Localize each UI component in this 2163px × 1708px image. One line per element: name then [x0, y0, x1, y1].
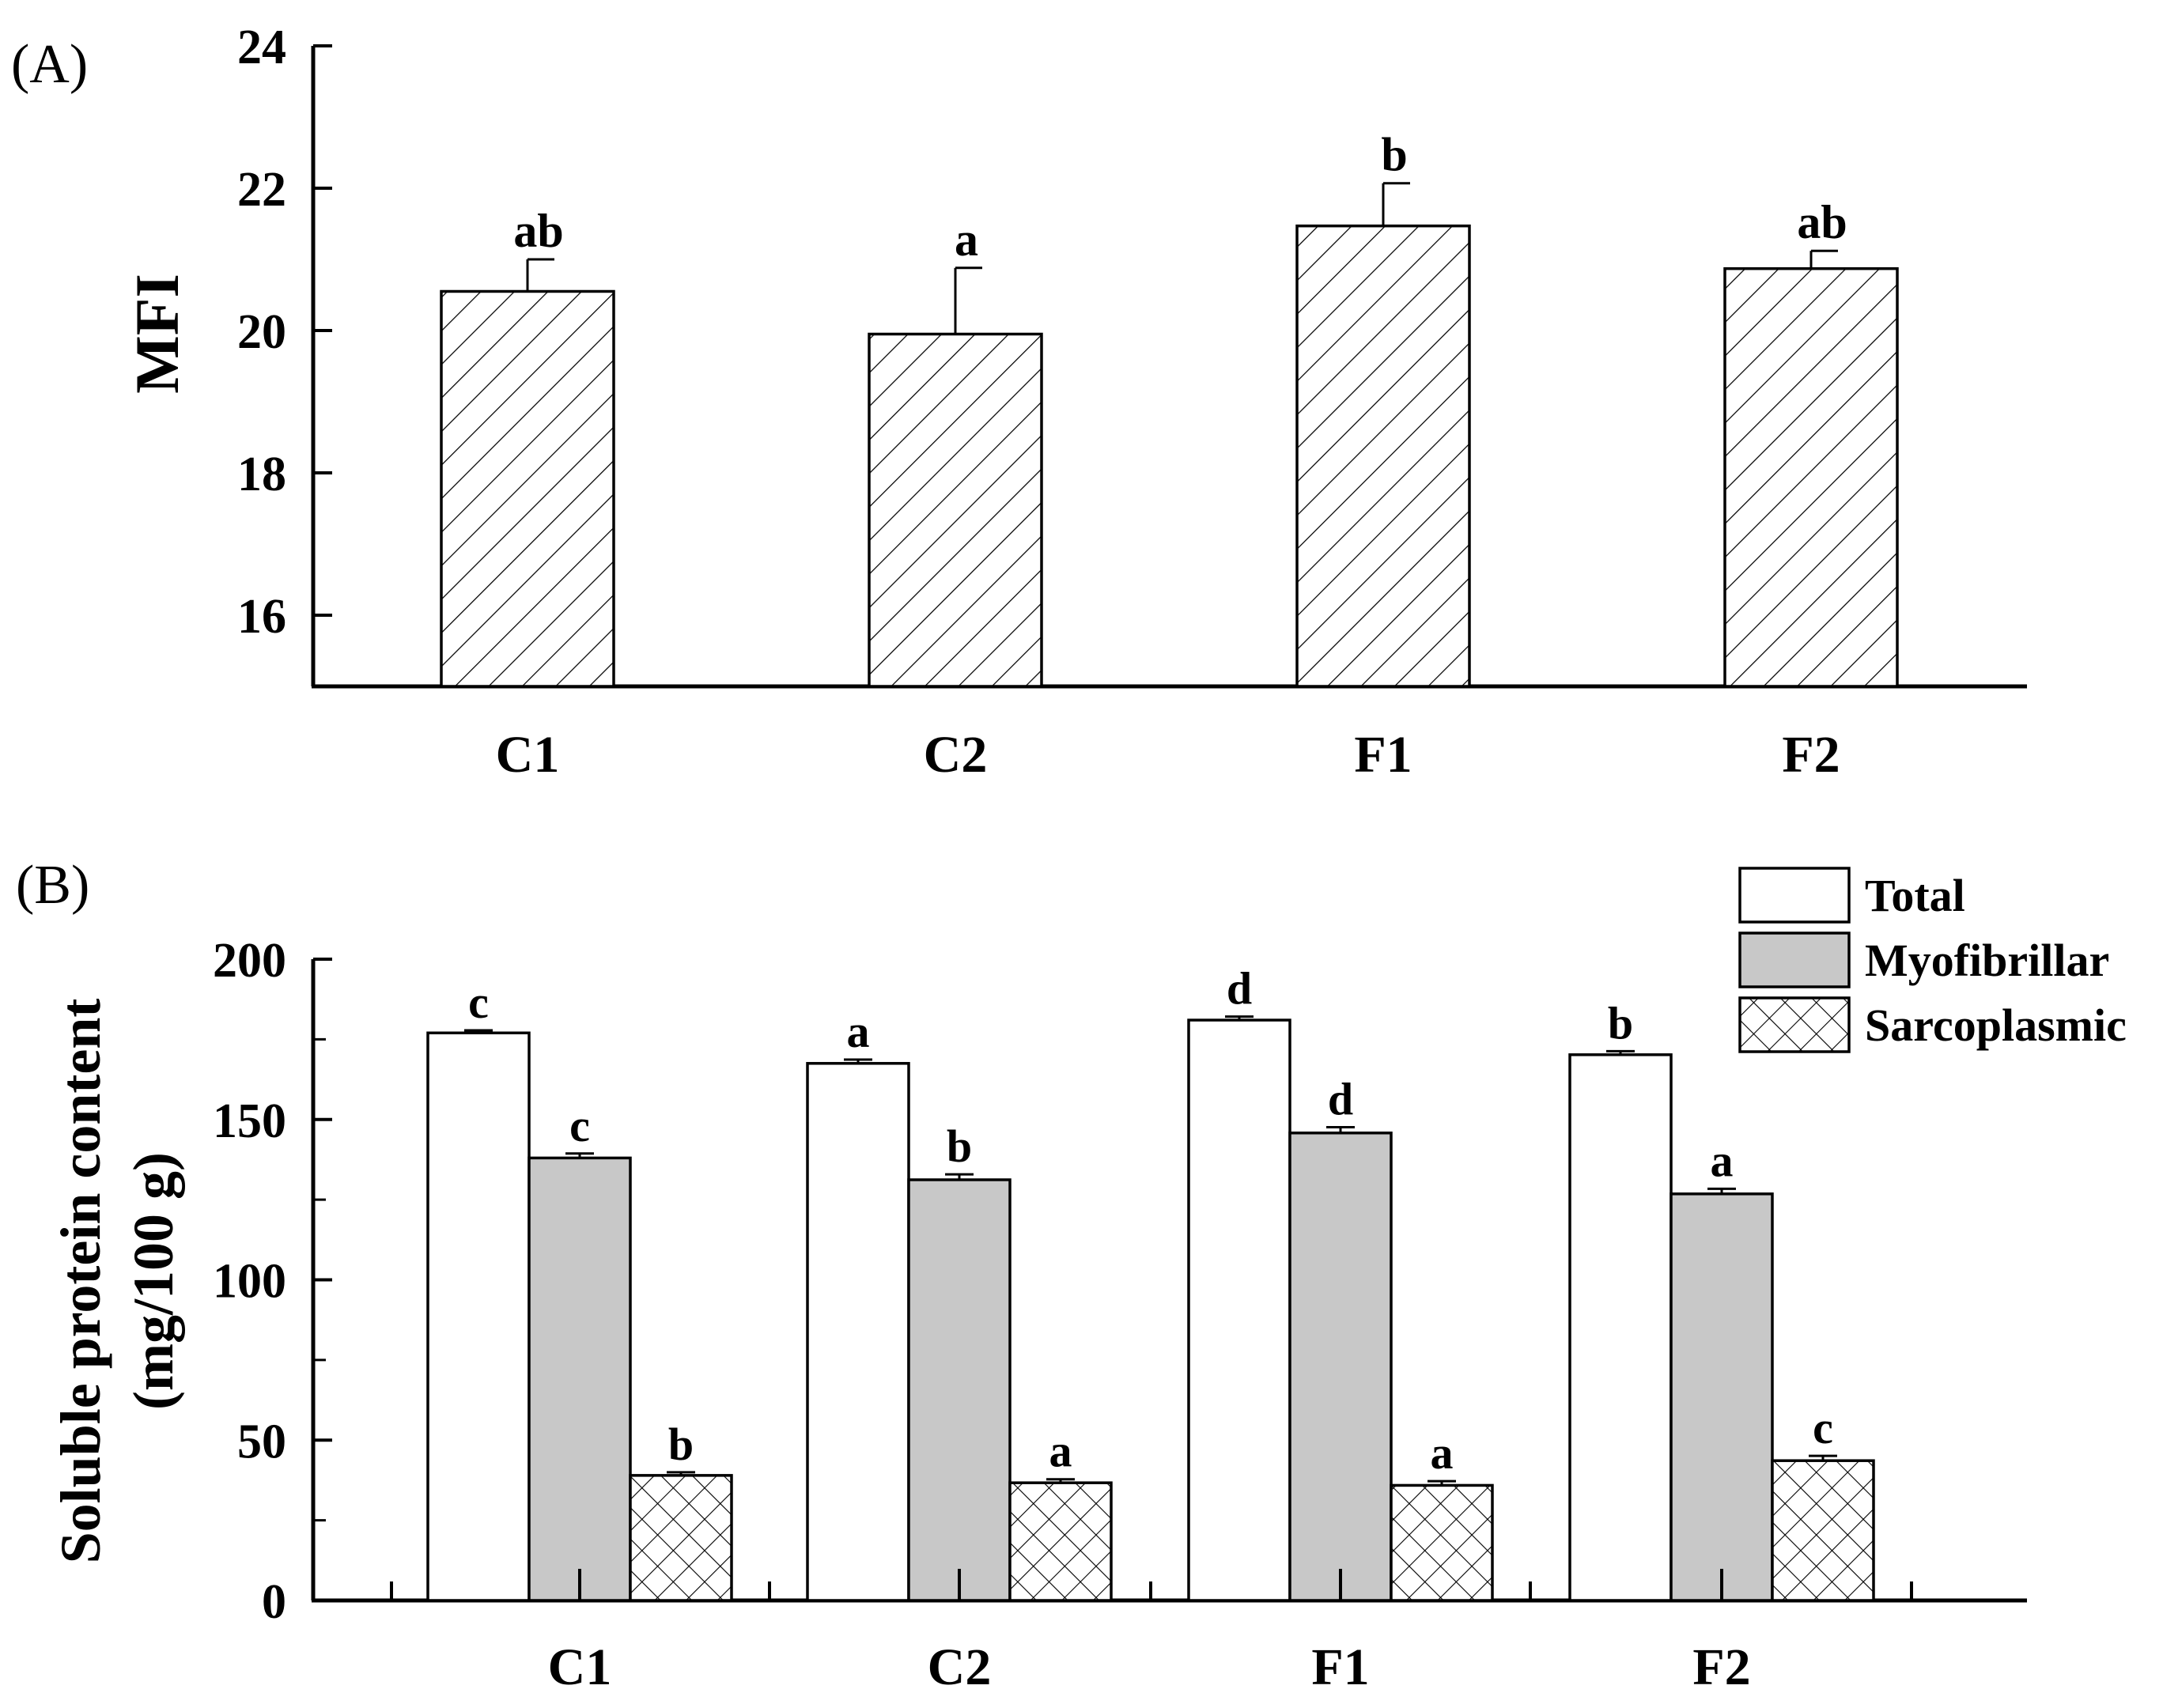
significance-label: d — [1328, 1074, 1353, 1125]
panel-a-y-ticks: 16 18 20 22 24 — [237, 21, 332, 644]
bar — [1288, 1132, 1393, 1602]
y-tick-label: 20 — [237, 305, 286, 359]
bar — [1008, 1481, 1113, 1602]
significance-label: c — [468, 977, 489, 1028]
panel-b-y-ticks: 0 50 100 150 200 — [213, 934, 332, 1629]
significance-label: a — [1431, 1427, 1454, 1479]
y-tick-label: 100 — [213, 1255, 286, 1309]
bar — [440, 289, 615, 688]
significance-label: ab — [1797, 196, 1847, 248]
bar — [426, 1031, 531, 1602]
legend-label: Myofibrillar — [1865, 935, 2109, 986]
significance-label: a — [1049, 1426, 1072, 1477]
y-tick-label: 18 — [237, 448, 286, 501]
category-label: F1 — [1311, 1638, 1369, 1696]
panel-b-bars: c c b a b a d d a b a c — [390, 963, 1913, 1602]
significance-label: d — [1227, 963, 1252, 1015]
significance-label: b — [1381, 129, 1407, 181]
bar — [1670, 1192, 1774, 1602]
significance-label: a — [955, 214, 978, 266]
significance-label: a — [847, 1006, 870, 1057]
category-label: F2 — [1692, 1638, 1750, 1696]
bar — [629, 1474, 733, 1602]
significance-label: a — [1711, 1135, 1734, 1186]
y-tick-label: 24 — [237, 21, 286, 74]
panel-b-y-axis-unit: (mg/100 g) — [122, 1152, 185, 1410]
bar — [528, 1156, 632, 1602]
bar — [907, 1178, 1012, 1602]
y-tick-label: 16 — [237, 590, 286, 644]
significance-label: b — [1608, 997, 1633, 1049]
legend-swatch — [1738, 996, 1851, 1053]
legend-swatch — [1738, 867, 1851, 924]
legend-label: Sarcoplasmic — [1865, 999, 2127, 1051]
y-tick-label: 150 — [213, 1094, 286, 1148]
bar — [1295, 224, 1471, 688]
legend-swatch — [1738, 931, 1851, 988]
bar — [806, 1062, 910, 1602]
panel-a-category-labels: C1 C2 F1 F2 — [496, 726, 1840, 784]
category-label: F1 — [1354, 726, 1412, 784]
panel-b-axes: 0 50 100 150 200 c c b a b a d d a b a c C1 C2 F1 F2 Solub… — [49, 934, 2027, 1696]
panel-a-y-axis-title: MFI — [123, 274, 191, 394]
y-tick-label: 0 — [262, 1575, 286, 1629]
category-label: C1 — [496, 726, 560, 784]
category-label: C2 — [924, 726, 988, 784]
significance-label: b — [947, 1120, 972, 1172]
panel-b-category-labels: C1 C2 F1 F2 — [548, 1638, 1751, 1696]
bar — [1771, 1459, 1875, 1602]
bar — [1568, 1053, 1673, 1602]
bar — [1390, 1483, 1494, 1602]
panel-a-label: (A) — [11, 34, 88, 95]
significance-label: c — [569, 1100, 590, 1151]
y-tick-label: 50 — [237, 1415, 286, 1468]
legend: Total Myofibrillar Sarcoplasmic — [1738, 867, 2127, 1053]
category-label: C2 — [928, 1638, 992, 1696]
legend-label: Total — [1865, 870, 1965, 921]
panel-b-y-axis-title: Soluble protein content — [49, 999, 112, 1564]
significance-label: ab — [513, 205, 563, 257]
category-label: C1 — [548, 1638, 612, 1696]
y-tick-label: 200 — [213, 934, 286, 988]
bar — [868, 332, 1043, 688]
bar — [1723, 266, 1899, 688]
significance-label: c — [1813, 1402, 1833, 1453]
category-label: F2 — [1782, 726, 1840, 784]
significance-label: b — [668, 1419, 694, 1470]
y-tick-label: 22 — [237, 163, 286, 217]
panel-b-label: (B) — [16, 855, 89, 916]
bar — [1187, 1018, 1291, 1602]
